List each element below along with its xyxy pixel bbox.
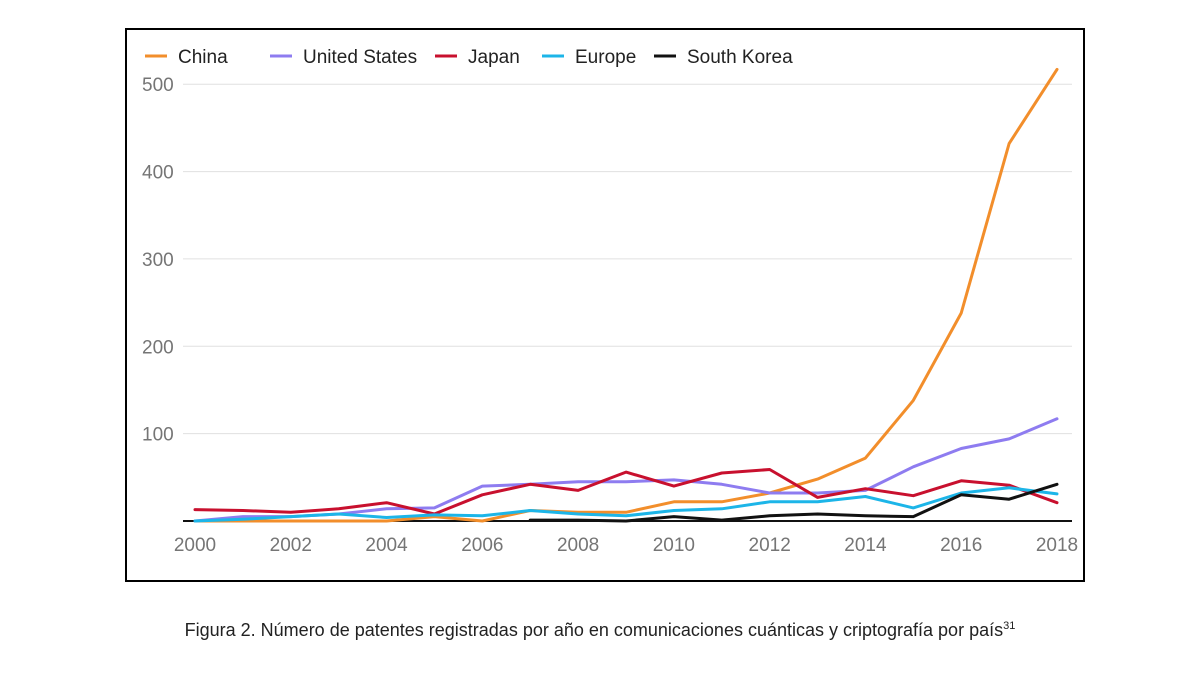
series-line-3 (193, 486, 1059, 523)
caption-text: Figura 2. Número de patentes registradas… (184, 620, 1004, 640)
y-tick-label: 500 (142, 75, 174, 96)
x-tick-label: 2004 (365, 535, 408, 556)
legend-label-1: United States (303, 47, 417, 68)
x-tick-label: 2014 (844, 535, 887, 556)
series-line-2 (193, 468, 1059, 516)
figure-caption: Figura 2. Número de patentes registradas… (0, 620, 1200, 641)
series-line-4 (528, 482, 1059, 523)
legend-label-2: Japan (468, 47, 520, 68)
x-tick-label: 2002 (270, 535, 312, 556)
x-tick-label: 2000 (174, 535, 216, 556)
x-tick-label: 2010 (653, 535, 695, 556)
x-tick-label: 2012 (749, 535, 791, 556)
legend-label-0: China (178, 47, 228, 68)
x-tick-label: 2006 (461, 535, 503, 556)
y-tick-label: 300 (142, 250, 174, 271)
chart-frame: 100 200 300 400 500 2000 2002 2004 2006 2008 2010 2… (125, 28, 1085, 582)
x-tick-label: 2018 (1036, 535, 1078, 556)
legend-label-4: South Korea (687, 47, 793, 68)
line-chart: 100 200 300 400 500 2000 2002 2004 2006 2008 2010 2… (142, 47, 1078, 556)
y-tick-label: 100 (142, 425, 174, 446)
legend-label-3: Europe (575, 47, 636, 68)
series-line-0 (193, 67, 1059, 523)
x-tick-label: 2016 (940, 535, 982, 556)
x-tick-label: 2008 (557, 535, 599, 556)
y-tick-label: 200 (142, 337, 174, 358)
caption-footnote: 31 (1003, 620, 1016, 632)
y-tick-label: 400 (142, 163, 174, 184)
